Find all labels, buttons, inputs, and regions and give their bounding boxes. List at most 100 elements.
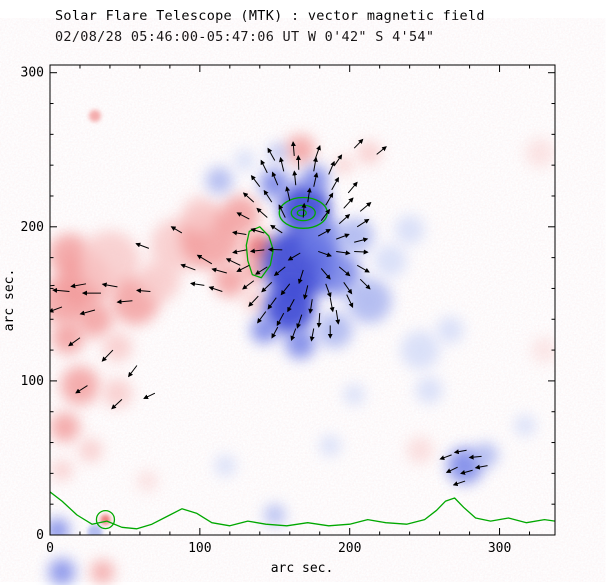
vector-arrow (376, 146, 387, 155)
y-tick-label: 0 (36, 528, 44, 543)
vector-arrow (285, 186, 291, 201)
field-blob (373, 244, 407, 278)
field-blob (234, 150, 256, 172)
field-blob (214, 455, 236, 477)
field-blob (243, 288, 268, 313)
field-blob (87, 524, 103, 535)
vector-arrows (50, 138, 488, 486)
field-blob (268, 143, 287, 162)
vector-arrow (308, 299, 314, 314)
vector-arrow (328, 160, 335, 175)
field-blob (400, 330, 440, 370)
vector-arrow (290, 141, 296, 156)
vector-arrow (290, 328, 297, 341)
vector-arrow (312, 156, 318, 172)
vector-arrow (439, 454, 452, 461)
vector-arrow (248, 295, 259, 307)
field-blob (51, 459, 73, 481)
vector-arrow (316, 313, 322, 328)
vector-arrow (276, 312, 285, 327)
field-blob (259, 168, 290, 199)
field-blob (78, 438, 103, 463)
vector-arrow (101, 282, 118, 288)
plot-subtitle: 02/08/28 05:46:00-05:47:06 UT W 0'42" S … (55, 29, 434, 45)
x-axis-label: arc sec. (271, 561, 334, 576)
vector-arrow (242, 280, 255, 290)
vector-arrow (271, 171, 279, 186)
vector-arrow (75, 385, 88, 394)
vector-arrow (68, 337, 81, 347)
vector-arrow (306, 187, 312, 203)
x-tick-label: 100 (188, 541, 211, 556)
field-blob (181, 196, 218, 233)
field-blob (76, 301, 113, 338)
y-tick-label: 300 (21, 66, 44, 81)
vector-arrow (356, 264, 370, 273)
vector-arrow (135, 242, 150, 249)
magnetic-field-regions (50, 109, 555, 535)
vector-arrow (354, 237, 369, 243)
vector-arrow (338, 213, 351, 225)
vector-arrow (287, 252, 301, 261)
vector-arrow (116, 299, 133, 305)
field-blob (264, 504, 286, 526)
contour (50, 491, 555, 530)
field-blob (316, 312, 353, 349)
vector-arrow (331, 176, 339, 191)
vector-arrow (225, 258, 241, 266)
vector-arrow (338, 266, 351, 277)
field-blob (415, 376, 443, 404)
vector-arrow (70, 283, 87, 289)
vector-arrow (453, 449, 467, 455)
field-blob (50, 518, 70, 535)
vector-arrow (273, 266, 286, 277)
vector-arrow (296, 314, 303, 329)
field-blob (102, 332, 133, 362)
vector-arrow (135, 288, 151, 294)
vector-arrow (336, 233, 350, 240)
field-blob (474, 442, 499, 467)
vector-arrow (52, 287, 70, 293)
field-blob (88, 109, 101, 122)
vector-arrow (318, 250, 332, 257)
y-tick-label: 200 (21, 220, 44, 235)
field-blob (102, 378, 133, 409)
vector-arrow (260, 159, 268, 174)
vector-arrow (320, 268, 331, 280)
field-blob (205, 167, 233, 195)
vector-arrow (343, 197, 354, 209)
contour (95, 509, 116, 530)
vector-arrow (287, 298, 295, 313)
vector-arrow (236, 212, 250, 220)
field-blob (315, 250, 361, 296)
y-axis-label: arc sec. (2, 269, 17, 332)
field-blob (343, 384, 365, 406)
contour (296, 209, 307, 217)
vector-arrow (236, 264, 250, 272)
field-blob (213, 264, 247, 298)
vector-arrow (255, 266, 268, 275)
vector-arrow (354, 249, 369, 255)
x-tick-label: 0 (46, 541, 54, 556)
vector-arrow (128, 365, 138, 378)
vector-arrow (242, 192, 255, 203)
vector-arrow (334, 154, 343, 166)
vector-arrow (445, 466, 458, 473)
field-blob (436, 316, 464, 344)
field-blob (136, 470, 158, 492)
vector-arrow (356, 218, 370, 228)
field-blob (50, 412, 80, 443)
vector-arrow (325, 192, 334, 206)
vector-arrow (250, 227, 265, 234)
field-blob (90, 559, 115, 584)
field-blob (394, 214, 425, 245)
axes: 0 100 200 300 0 100 200 300 (21, 64, 556, 556)
vector-arrow (143, 392, 156, 399)
vector-arrow (79, 309, 96, 316)
vector-arrow (180, 263, 196, 271)
field-blob (60, 366, 100, 406)
vector-arrow (359, 278, 371, 290)
field-blob (334, 156, 353, 175)
vector-arrow (297, 269, 304, 285)
vector-arrow (111, 399, 123, 410)
